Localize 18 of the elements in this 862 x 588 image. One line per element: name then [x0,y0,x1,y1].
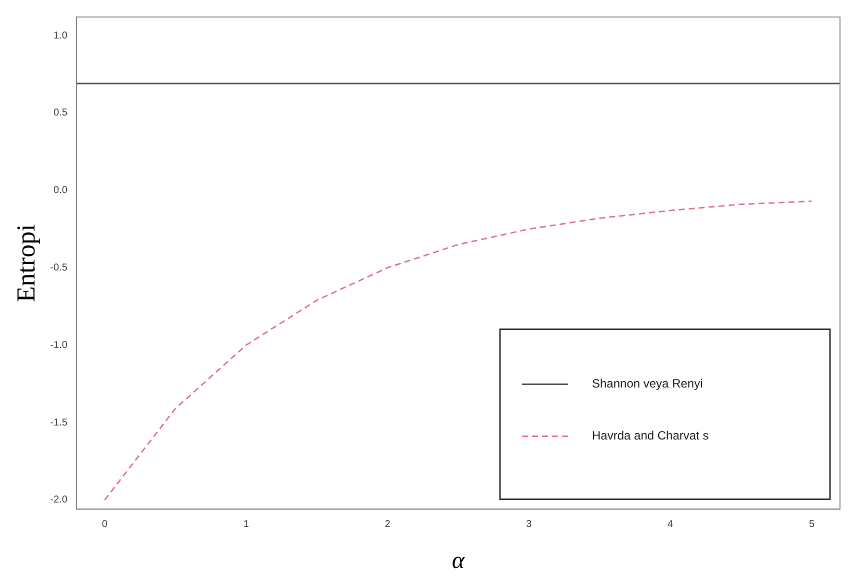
x-axis-title: α [452,548,465,574]
y-tick-label: 0.5 [54,108,68,119]
y-tick-label: 1.0 [54,30,68,42]
y-tick-label: -1.0 [50,340,68,351]
y-tick-label: -1.5 [50,417,68,428]
legend-label: Havrda and Charvat s [592,428,709,443]
y-tick-label: -2.0 [50,494,68,506]
y-tick-label: -0.5 [50,262,68,274]
x-tick-label: 0 [102,518,108,530]
line-series [104,200,812,501]
y-axis-title: Entropi [11,224,40,302]
x-tick-label: 4 [668,518,674,530]
legend-label: Shannon veya Renyi [592,376,703,391]
y-tick-label: 0.0 [54,185,68,196]
x-tick-label: 2 [384,518,391,530]
x-tick-label: 3 [526,518,532,530]
x-tick-label: 1 [243,518,250,530]
x-tick-label: 5 [808,518,815,530]
